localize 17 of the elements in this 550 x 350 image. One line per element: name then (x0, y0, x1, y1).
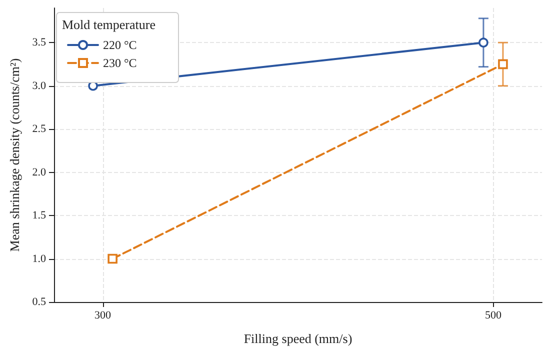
point (108, 254, 118, 264)
y-tick-label: 1.5 (32, 210, 46, 222)
point (498, 59, 508, 70)
x-axis-title: Filling speed (mm/s) (244, 331, 352, 346)
legend-label: 230 °C (103, 56, 137, 70)
y-tick-label: 2.0 (32, 166, 46, 178)
y-tick-label: 1.0 (32, 252, 46, 265)
legend-label: 220 °C (103, 38, 137, 52)
x-tick-label: 500 (484, 310, 502, 322)
y-tick-label: 2.5 (32, 123, 46, 136)
legend-title: Mold temperature (62, 17, 156, 32)
y-tick-label: 3.5 (32, 36, 46, 49)
y-tick-label: 3.0 (32, 80, 46, 92)
point (478, 38, 488, 48)
y-tick-label: 0.5 (32, 296, 46, 308)
x-tick-label: 300 (94, 310, 112, 322)
y-axis-title: Mean shrinkage density (counts/cm²) (7, 58, 22, 252)
